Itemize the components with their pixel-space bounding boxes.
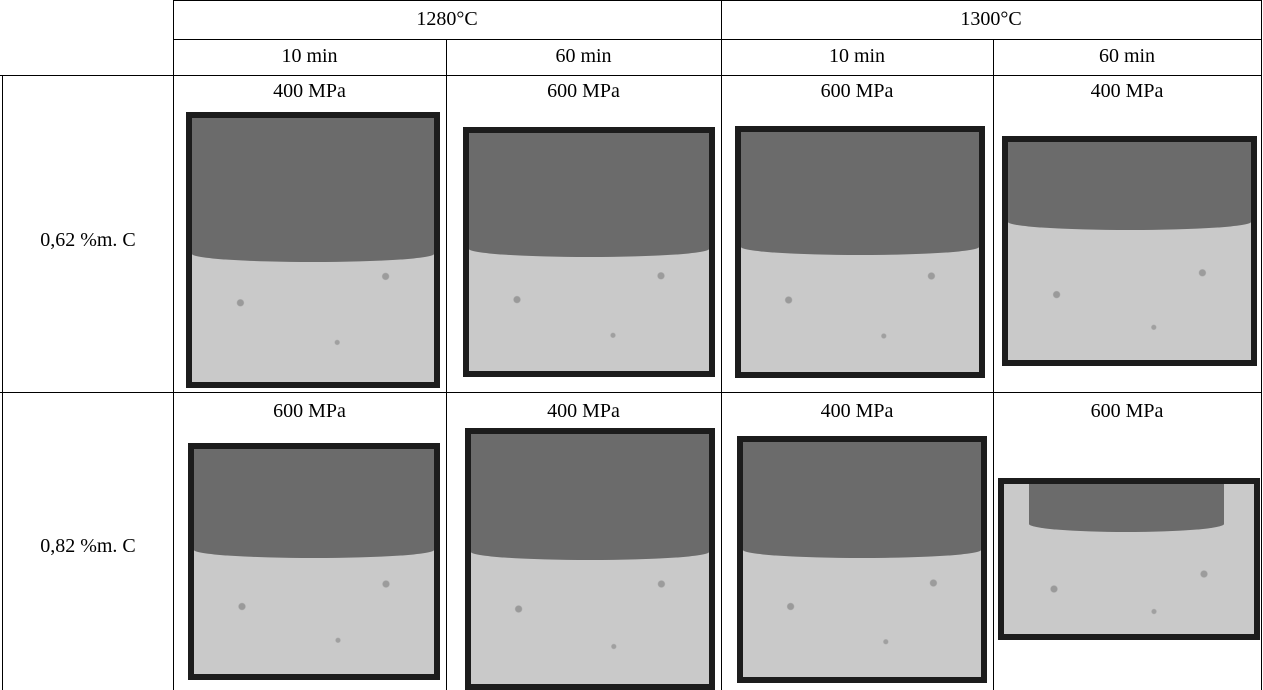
time-header: 60 min xyxy=(1098,45,1156,67)
border xyxy=(2,75,3,690)
specimen-image xyxy=(465,428,715,690)
temperature-header: 1280°C xyxy=(416,8,478,30)
pressure: 400 MPa xyxy=(273,80,346,102)
pressure: 400 MPa xyxy=(547,400,620,422)
border xyxy=(446,39,447,690)
specimen-image xyxy=(188,443,440,680)
border xyxy=(173,0,1262,1)
border xyxy=(0,75,1262,76)
border xyxy=(0,392,1262,393)
pressure: 400 MPa xyxy=(820,400,894,422)
time-header: 60 min xyxy=(555,45,612,67)
border xyxy=(173,0,174,690)
pressure: 600 MPa xyxy=(820,80,894,102)
border xyxy=(1261,0,1262,690)
temperature-header: 1300°C xyxy=(960,8,1022,30)
pressure: 400 MPa xyxy=(1090,80,1164,102)
specimen-image xyxy=(735,126,985,378)
border xyxy=(721,0,722,690)
specimen-image xyxy=(998,478,1260,640)
time-header: 10 min xyxy=(828,45,886,67)
specimen-image xyxy=(737,436,987,683)
specimen-image xyxy=(1002,136,1257,366)
pressure: 600 MPa xyxy=(273,400,346,422)
row-label: 0,82 %m. C xyxy=(40,535,136,557)
time-header: 10 min xyxy=(281,45,338,67)
border xyxy=(993,39,994,690)
border xyxy=(173,39,1262,40)
specimen-image xyxy=(186,112,440,388)
pressure: 600 MPa xyxy=(1090,400,1164,422)
row-label: 0,62 %m. C xyxy=(40,229,136,251)
pressure: 600 MPa xyxy=(547,80,620,102)
specimen-image xyxy=(463,127,715,377)
